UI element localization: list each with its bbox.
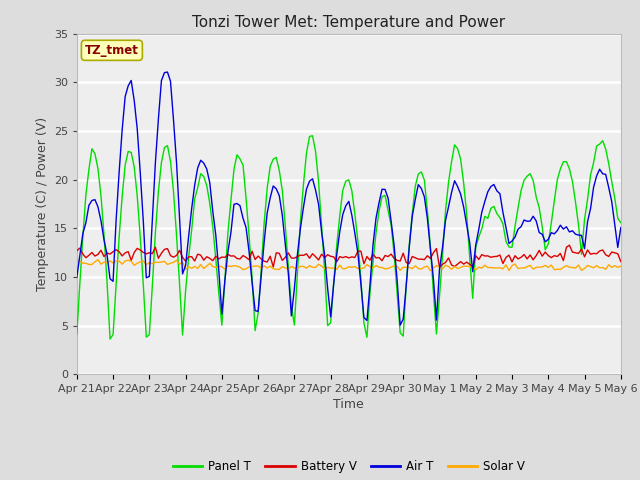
Y-axis label: Temperature (C) / Power (V): Temperature (C) / Power (V) [36,117,49,291]
Air T [617,225,625,230]
Solar V [157,259,165,265]
Air T [154,116,162,122]
Line: Solar V: Solar V [77,260,621,271]
Line: Air T: Air T [77,72,621,325]
Air T [339,212,347,217]
Battery V [526,252,534,258]
Solar V [227,264,235,269]
Solar V [336,262,344,268]
Air T [529,213,537,219]
Panel T [73,331,81,337]
Panel T [157,160,165,166]
Line: Battery V: Battery V [77,245,621,267]
Air T [336,229,344,235]
Panel T [342,178,349,184]
Battery V [333,259,340,264]
Solar V [73,257,81,263]
Battery V [566,242,573,248]
Panel T [529,178,537,183]
Air T [164,69,172,75]
Solar V [426,268,434,274]
Battery V [617,259,625,264]
Solar V [94,257,102,263]
Panel T [308,133,316,139]
Text: TZ_tmet: TZ_tmet [85,44,139,57]
Solar V [617,264,625,269]
Panel T [122,162,129,168]
Title: Tonzi Tower Met: Temperature and Power: Tonzi Tower Met: Temperature and Power [192,15,506,30]
Panel T [339,188,347,193]
Battery V [224,252,232,257]
Panel T [106,336,114,342]
X-axis label: Time: Time [333,398,364,411]
Panel T [617,220,625,226]
Air T [73,275,81,280]
Battery V [469,264,477,270]
Battery V [118,253,126,259]
Panel T [227,197,235,203]
Air T [118,127,126,133]
Solar V [122,258,129,264]
Battery V [73,248,81,253]
Air T [396,322,404,328]
Solar V [529,266,537,272]
Air T [227,229,235,235]
Line: Panel T: Panel T [77,136,621,339]
Legend: Panel T, Battery V, Air T, Solar V: Panel T, Battery V, Air T, Solar V [168,455,530,478]
Battery V [336,254,344,260]
Battery V [154,255,162,261]
Solar V [339,266,347,272]
